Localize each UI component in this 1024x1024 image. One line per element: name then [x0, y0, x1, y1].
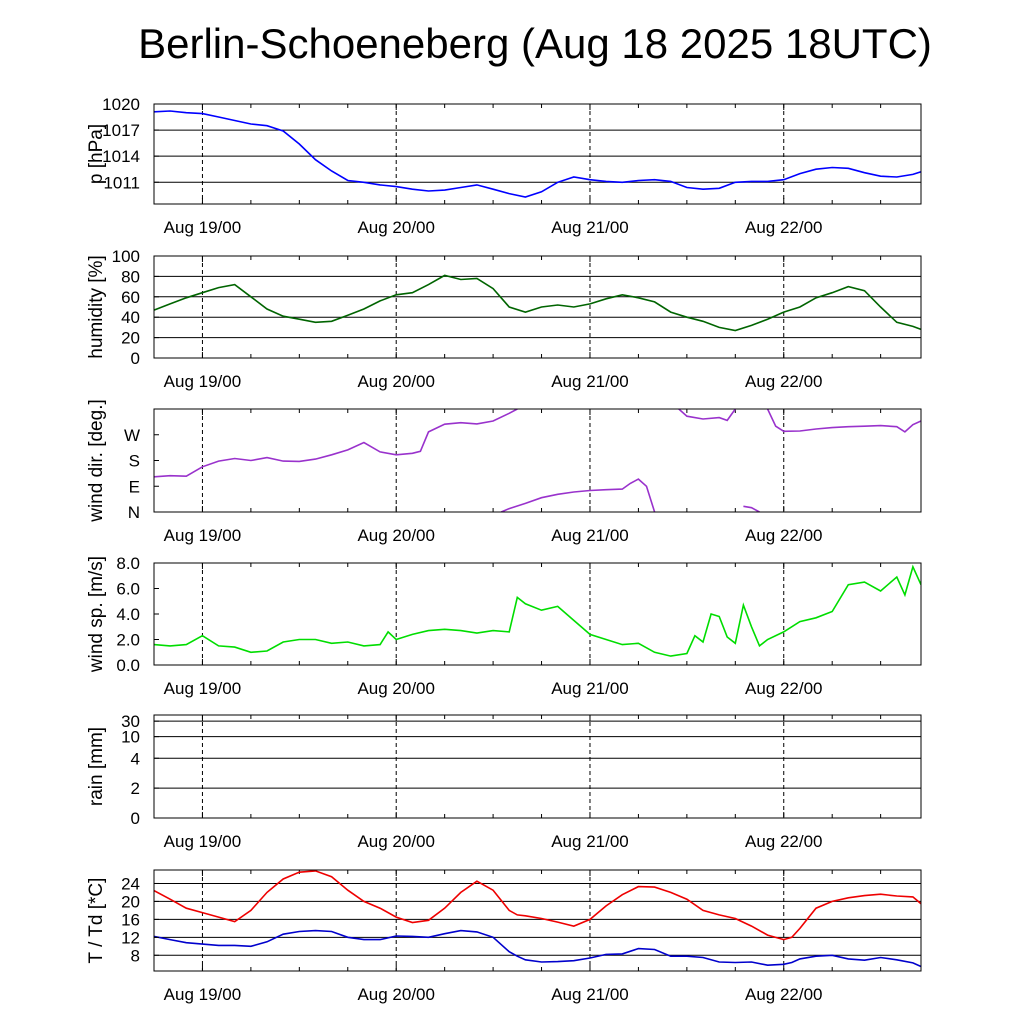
y-tick-label: 2: [131, 779, 140, 798]
plot-frame: [153, 869, 922, 972]
x-tick-label: Aug 22/00: [745, 218, 823, 237]
y-tick-label: 8.0: [116, 554, 140, 573]
y-tick-label: S: [129, 452, 140, 471]
y-tick-label: 24: [121, 874, 140, 893]
y-tick-label: 60: [121, 288, 140, 307]
plot-frame: [153, 103, 922, 205]
y-tick-label: 10: [121, 728, 140, 747]
x-tick-label: Aug 22/00: [745, 372, 823, 391]
y-tick-label: 40: [121, 308, 140, 327]
x-tick-label: Aug 21/00: [551, 526, 629, 545]
x-tick-label: Aug 20/00: [357, 832, 435, 851]
series-line-wind-speed: [154, 564, 921, 657]
x-tick-label: Aug 22/00: [745, 832, 823, 851]
y-tick-label: W: [124, 426, 140, 445]
series-line-td: [154, 929, 921, 968]
y-tick-label: 0: [131, 809, 140, 828]
y-tick-label: 1017: [102, 121, 140, 140]
x-tick-label: Aug 20/00: [357, 218, 435, 237]
y-axis-label: wind dir. [deg.]: [86, 399, 107, 523]
y-axis-label: T / Td [*C]: [86, 878, 107, 964]
series-line-pressure: [154, 110, 921, 198]
x-tick-label: Aug 21/00: [551, 679, 629, 698]
y-tick-label: 1020: [102, 95, 140, 114]
page-title: Berlin-Schoeneberg (Aug 18 2025 18UTC): [138, 20, 932, 67]
y-tick-label: 12: [121, 928, 140, 947]
plot-frame: [153, 255, 922, 359]
series-line-t: [154, 870, 921, 941]
wind-speed-panel: 8.0 6.0 4.0 2.0 0.0 wind sp. [m/s] Aug 19/00 Au…: [86, 554, 922, 698]
series-line-wind-direction: [154, 409, 518, 478]
series-line-wind-direction: [500, 478, 656, 512]
x-tick-label: Aug 22/00: [745, 679, 823, 698]
y-axis-label: humidity [%]: [86, 255, 107, 358]
x-tick-label: Aug 21/00: [551, 985, 629, 1004]
x-tick-label: Aug 20/00: [357, 679, 435, 698]
y-tick-label: 8: [131, 946, 140, 965]
y-tick-label: 1011: [103, 173, 140, 192]
y-tick-label: 4.0: [116, 605, 140, 624]
series-line-wind-direction: [766, 409, 921, 433]
x-tick-label: Aug 20/00: [357, 526, 435, 545]
x-tick-label: Aug 19/00: [164, 832, 242, 851]
y-axis-label: wind sp. [m/s]: [86, 556, 107, 673]
plot-frame: [153, 408, 922, 513]
series-line-humidity: [154, 274, 921, 332]
y-tick-label: 30: [121, 712, 140, 731]
y-tick-label: 20: [121, 892, 140, 911]
plot-frame: [153, 714, 922, 819]
y-tick-label: E: [129, 477, 140, 496]
x-tick-label: Aug 19/00: [164, 526, 242, 545]
x-tick-label: Aug 21/00: [551, 218, 629, 237]
y-tick-label: 6.0: [116, 580, 140, 599]
x-tick-label: Aug 19/00: [164, 985, 242, 1004]
y-tick-label: 2.0: [116, 631, 140, 650]
x-tick-label: Aug 19/00: [164, 218, 242, 237]
y-tick-label: 20: [121, 329, 140, 348]
y-tick-label: 4: [131, 749, 140, 768]
y-tick-label: 100: [112, 247, 140, 266]
y-axis-label: rain [mm]: [86, 727, 107, 806]
y-tick-label: 0: [131, 349, 140, 368]
x-tick-label: Aug 22/00: [745, 526, 823, 545]
y-tick-label: 0.0: [116, 656, 140, 675]
x-tick-label: Aug 20/00: [357, 372, 435, 391]
y-axis-label: p [hPa]: [86, 124, 107, 184]
x-tick-label: Aug 22/00: [745, 985, 823, 1004]
x-tick-label: Aug 21/00: [551, 372, 629, 391]
series-line-wind-direction: [743, 505, 760, 512]
y-tick-label: 16: [121, 910, 140, 929]
x-tick-label: Aug 19/00: [164, 372, 242, 391]
y-tick-label: N: [128, 503, 140, 522]
series-line-wind-direction: [678, 409, 736, 422]
x-tick-label: Aug 21/00: [551, 832, 629, 851]
y-tick-label: 80: [121, 267, 140, 286]
y-tick-label: 1014: [102, 147, 140, 166]
x-tick-label: Aug 19/00: [164, 679, 242, 698]
x-tick-label: Aug 20/00: [357, 985, 435, 1004]
